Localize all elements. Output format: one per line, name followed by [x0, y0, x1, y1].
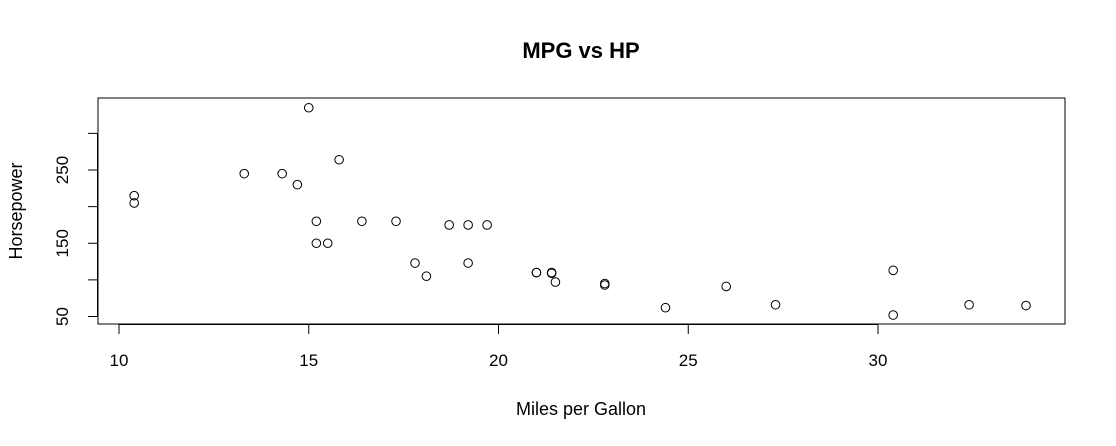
- x-tick-label: 30: [869, 351, 888, 370]
- data-point: [888, 265, 898, 276]
- data-point: [303, 102, 314, 113]
- data-point: [239, 168, 250, 179]
- data-point: [334, 154, 344, 165]
- data-point: [531, 267, 542, 278]
- data-point: [1021, 300, 1031, 311]
- x-axis: 10 15 20 25 30: [110, 324, 888, 370]
- data-point: [322, 238, 333, 249]
- data-point: [660, 302, 671, 313]
- data-point: [770, 299, 781, 310]
- data-point: [421, 271, 432, 282]
- data-point: [463, 258, 473, 268]
- data-point: [482, 220, 492, 230]
- x-tick-label: 15: [299, 351, 318, 370]
- data-point: [546, 268, 557, 279]
- y-tick-label: 50: [53, 307, 72, 326]
- data-point: [444, 220, 454, 230]
- data-point: [964, 299, 974, 310]
- x-axis-label: Miles per Gallon: [516, 399, 646, 419]
- data-point: [277, 168, 287, 179]
- data-point: [129, 190, 139, 201]
- data-point: [721, 281, 732, 292]
- data-point: [129, 198, 139, 208]
- y-tick-label: 150: [53, 229, 72, 257]
- chart-title: MPG vs HP: [522, 38, 639, 63]
- x-tick-label: 10: [110, 351, 129, 370]
- data-points: [129, 102, 1031, 320]
- data-point: [546, 267, 557, 278]
- data-point: [550, 277, 561, 287]
- y-axis-label: Horsepower: [6, 162, 26, 259]
- y-tick-label: 250: [53, 156, 72, 184]
- data-point: [311, 238, 322, 249]
- data-point: [311, 216, 322, 227]
- data-point: [357, 216, 367, 227]
- y-axis: 50 150 250: [53, 132, 98, 326]
- plot-frame: [97, 97, 1066, 325]
- data-point: [463, 220, 473, 230]
- x-tick-label: 20: [489, 351, 508, 370]
- data-point: [599, 278, 610, 289]
- data-point: [410, 258, 420, 268]
- data-point: [888, 310, 898, 320]
- data-point: [391, 216, 401, 227]
- x-tick-label: 25: [679, 351, 698, 370]
- data-point: [292, 179, 303, 190]
